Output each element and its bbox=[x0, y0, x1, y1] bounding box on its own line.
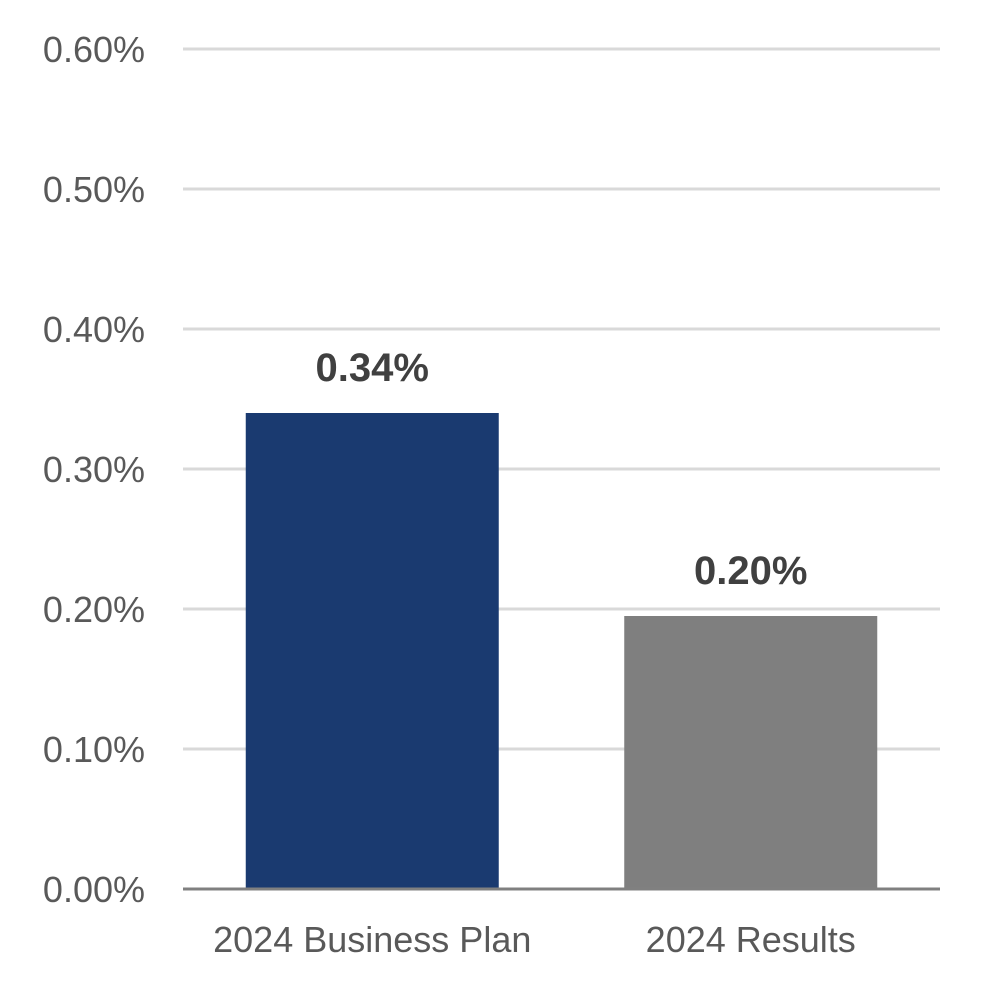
y-tick-label: 0.30% bbox=[43, 449, 145, 490]
y-axis-tick-labels: 0.00% 0.10% 0.20% 0.30% 0.40% 0.50% 0.60% bbox=[43, 29, 145, 910]
y-tick-label: 0.60% bbox=[43, 29, 145, 70]
bar bbox=[624, 616, 878, 889]
x-category-label: 2024 Results bbox=[646, 919, 856, 960]
data-label: 0.34% bbox=[316, 346, 429, 390]
y-tick-label: 0.40% bbox=[43, 309, 145, 350]
y-tick-label: 0.50% bbox=[43, 169, 145, 210]
y-tick-label: 0.00% bbox=[43, 869, 145, 910]
data-labels: 0.34% 0.20% bbox=[316, 346, 808, 593]
bars bbox=[245, 413, 878, 889]
bar bbox=[245, 413, 499, 889]
x-category-label: 2024 Business Plan bbox=[213, 919, 531, 960]
data-label: 0.20% bbox=[694, 549, 807, 593]
y-tick-label: 0.10% bbox=[43, 729, 145, 770]
y-tick-label: 0.20% bbox=[43, 589, 145, 630]
x-axis-category-labels: 2024 Business Plan 2024 Results bbox=[213, 919, 856, 960]
